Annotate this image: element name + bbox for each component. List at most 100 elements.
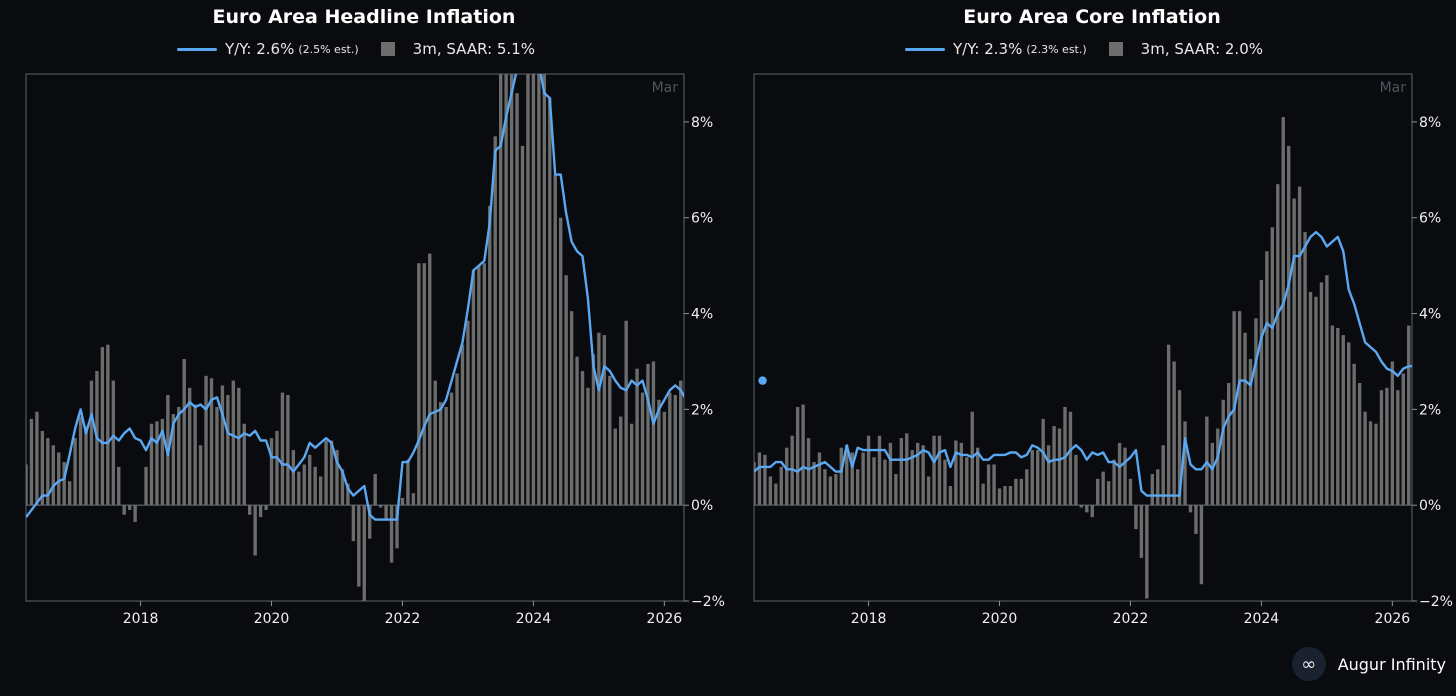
bar <box>575 356 579 506</box>
bar <box>1085 505 1089 513</box>
bar <box>734 426 737 505</box>
bar <box>1183 421 1187 506</box>
bar <box>937 435 942 506</box>
chart-panel-core: 8% 6% 4% 2% 0% −2% 2018 2020 2022 2024 2026 Mar <box>753 73 1453 627</box>
bar <box>597 332 601 506</box>
bar <box>894 474 898 506</box>
bar <box>899 438 904 506</box>
bar <box>466 320 470 506</box>
bar <box>745 467 748 505</box>
bar <box>754 462 756 506</box>
bar <box>1046 445 1051 506</box>
bar <box>329 440 334 506</box>
bar <box>362 505 366 601</box>
bar <box>67 481 72 506</box>
x-tick-label: 2024 <box>1244 611 1280 627</box>
bar <box>812 462 816 506</box>
bar <box>428 253 432 506</box>
bar <box>1379 390 1384 506</box>
bar <box>1134 505 1138 530</box>
bar <box>346 483 350 506</box>
bar <box>368 505 372 539</box>
bar <box>493 136 497 506</box>
bar <box>580 371 585 506</box>
bar <box>198 445 203 506</box>
bar <box>1025 469 1029 506</box>
bar <box>378 505 383 508</box>
bar <box>1237 311 1242 506</box>
bar <box>553 174 557 506</box>
x-tick-label: 2022 <box>1113 611 1149 627</box>
bar <box>351 505 356 542</box>
bar <box>1216 428 1220 506</box>
bar <box>526 74 530 506</box>
bar <box>1303 232 1307 506</box>
bar <box>850 452 854 506</box>
bar <box>291 450 296 506</box>
corner-month-label: Mar <box>652 80 679 96</box>
x-tick-label: 2020 <box>982 611 1018 627</box>
bar <box>883 459 887 506</box>
bar <box>357 505 361 587</box>
bar <box>855 469 860 506</box>
bar <box>1429 354 1432 505</box>
bar <box>537 74 541 506</box>
bar <box>1079 505 1084 508</box>
bar <box>1096 478 1100 506</box>
bar <box>231 380 236 506</box>
legend-line-note: (2.5% est.) <box>298 42 359 56</box>
legend-line-note: (2.3% est.) <box>1026 42 1087 56</box>
bar <box>1254 318 1258 506</box>
y-tick-label: 6% <box>691 211 713 227</box>
bar <box>1401 373 1405 506</box>
bar <box>395 505 399 549</box>
bar <box>1068 411 1073 506</box>
bar <box>948 486 953 506</box>
bar <box>828 476 833 506</box>
bar <box>313 466 317 506</box>
bar <box>1286 145 1291 506</box>
y-tick-label: 0% <box>691 498 713 514</box>
bar <box>138 505 143 506</box>
bar <box>586 387 590 506</box>
bar <box>111 380 115 506</box>
bar <box>1057 428 1062 506</box>
bar <box>701 369 704 506</box>
bar <box>171 414 176 506</box>
y-tick-label: −2% <box>691 594 725 610</box>
bar <box>237 387 241 506</box>
bar <box>1101 471 1105 506</box>
bar <box>1172 361 1176 506</box>
bar <box>84 426 88 506</box>
bar <box>986 464 991 506</box>
yoy-line <box>754 230 1412 497</box>
bar <box>100 347 105 506</box>
bar <box>1150 474 1154 506</box>
bar <box>1221 399 1225 506</box>
bar <box>981 483 985 506</box>
bar <box>651 361 656 506</box>
bar <box>1156 469 1160 506</box>
yoy-line <box>26 74 684 521</box>
y-tick-label: 0% <box>1419 498 1441 514</box>
bar <box>509 74 514 506</box>
bar <box>73 438 77 506</box>
bar <box>308 454 312 506</box>
bar <box>471 270 476 506</box>
bar <box>662 411 667 506</box>
brand: ∞ Augur Infinity <box>1291 647 1446 681</box>
bar <box>954 440 958 506</box>
bar <box>1008 486 1013 506</box>
bar <box>569 311 574 506</box>
y-tick-label: −2% <box>1419 594 1453 610</box>
bar <box>888 442 893 506</box>
last-point-marker <box>758 376 767 385</box>
bar <box>253 505 257 556</box>
bar <box>144 466 148 506</box>
bar <box>51 445 55 506</box>
bar <box>806 438 811 506</box>
brand-name: Augur Infinity <box>1337 654 1446 674</box>
bar <box>117 466 121 506</box>
bar <box>1418 359 1421 505</box>
bar <box>1248 359 1253 506</box>
